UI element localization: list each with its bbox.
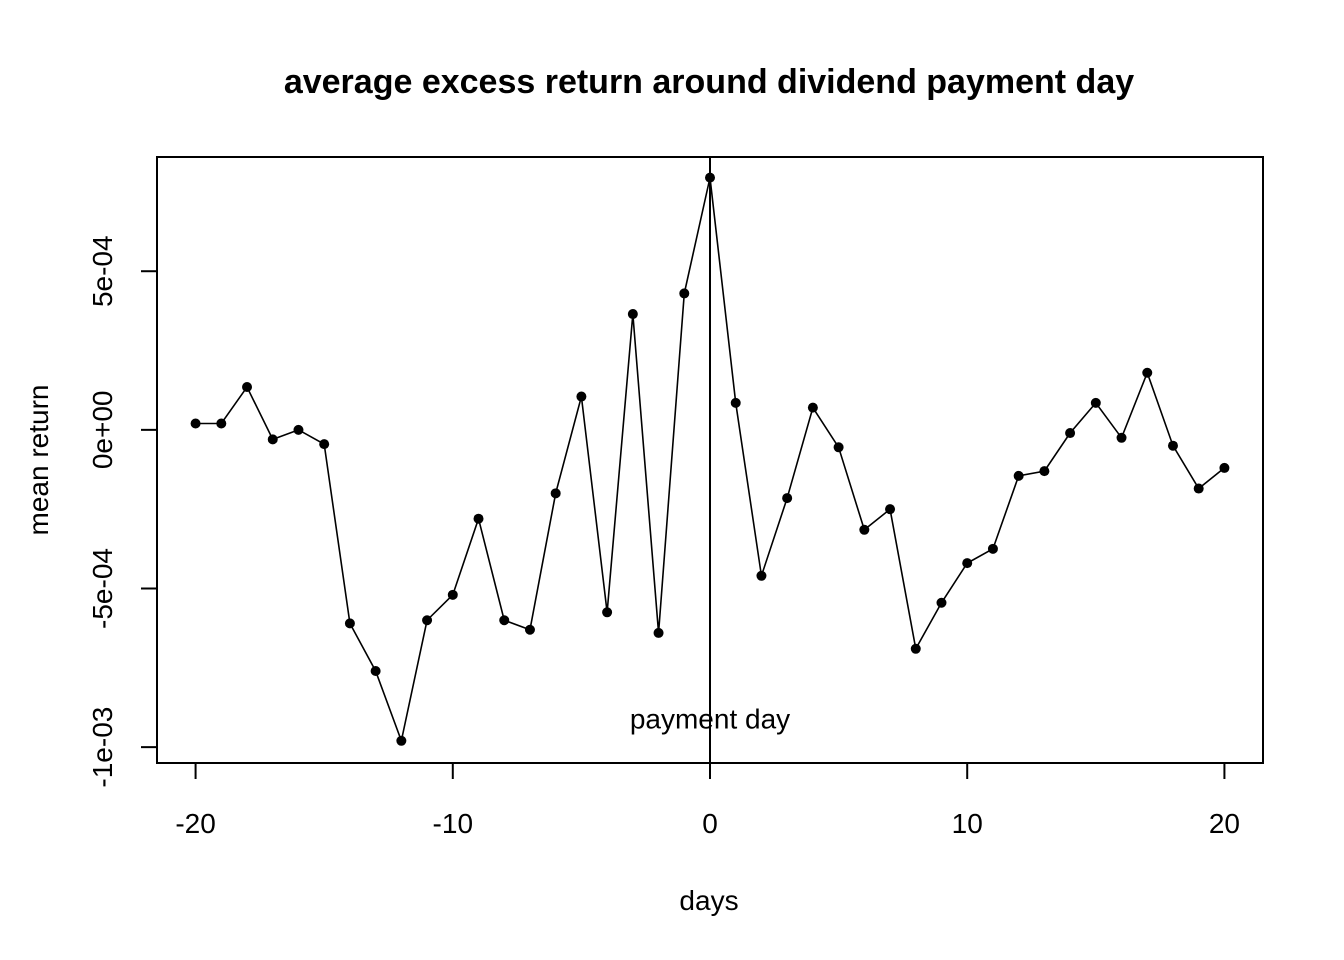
data-point	[602, 607, 613, 618]
data-point	[859, 524, 870, 535]
data-point	[1065, 428, 1076, 439]
data-point	[782, 493, 793, 504]
y-tick-label: -1e-03	[87, 707, 118, 788]
x-tick-label: -10	[433, 808, 473, 839]
data-point	[962, 558, 973, 569]
x-tick-label: 20	[1209, 808, 1240, 839]
data-point	[216, 418, 227, 429]
data-point	[807, 402, 818, 413]
x-tick-label: 10	[952, 808, 983, 839]
data-point	[1193, 483, 1204, 494]
data-point	[576, 391, 587, 402]
data-point	[190, 418, 201, 429]
data-point	[524, 624, 535, 635]
x-axis-label: days	[679, 885, 738, 916]
data-point	[627, 309, 638, 320]
y-tick-label: 0e+00	[87, 391, 118, 470]
x-tick-label: -20	[175, 808, 215, 839]
data-point	[833, 442, 844, 453]
data-point	[987, 543, 998, 554]
data-point	[730, 397, 741, 408]
x-axis: -20 -10 0 10 20	[175, 762, 1240, 839]
data-point	[370, 665, 381, 676]
data-point	[1013, 470, 1024, 481]
data-point	[499, 615, 510, 626]
x-tick-label: 0	[702, 808, 718, 839]
data-point	[447, 589, 458, 600]
data-point	[422, 615, 433, 626]
data-point	[1116, 432, 1127, 443]
data-point	[1090, 397, 1101, 408]
data-point	[1142, 367, 1153, 378]
data-point	[756, 570, 767, 581]
y-axis: -1e-03 -5e-04 0e+00 5e-04	[87, 235, 158, 788]
data-point	[344, 618, 355, 629]
data-point	[293, 424, 304, 435]
payment-day-label: payment day	[630, 704, 790, 735]
data-point	[396, 735, 407, 746]
data-point	[1039, 466, 1050, 477]
data-point	[653, 627, 664, 638]
data-point	[936, 597, 947, 608]
data-point	[319, 439, 330, 450]
y-tick-label: -5e-04	[87, 548, 118, 629]
data-point	[550, 488, 561, 499]
chart-title: average excess return around dividend pa…	[284, 63, 1134, 101]
data-point	[1167, 440, 1178, 451]
y-axis-label: mean return	[23, 385, 54, 536]
data-point	[910, 643, 921, 654]
data-point	[242, 382, 253, 393]
data-point	[267, 434, 278, 445]
y-tick-label: 5e-04	[87, 235, 118, 307]
data-point	[1219, 462, 1230, 473]
data-point	[679, 288, 690, 299]
data-point	[885, 504, 896, 515]
data-point	[473, 513, 484, 524]
